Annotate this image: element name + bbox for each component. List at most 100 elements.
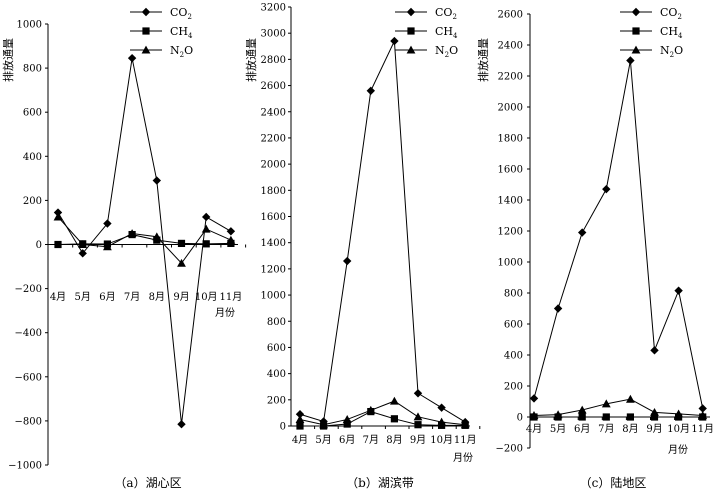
legend-label-base: CO — [170, 6, 187, 19]
y-tick-label: 2400 — [498, 41, 523, 52]
legend-label-subscript: 2 — [180, 51, 184, 59]
data-point-co2 — [650, 346, 659, 355]
y-axis-title: 排放通量 — [476, 38, 490, 82]
data-point-ch4 — [202, 240, 210, 248]
legend-marker — [631, 45, 641, 54]
data-point-n2o — [460, 420, 470, 429]
legend-marker — [142, 27, 150, 35]
x-tick-label: 11月 — [220, 291, 243, 303]
data-point-n2o — [390, 396, 399, 405]
panel-a: −1000−800−600−400−200020040060080010004月… — [1, 6, 247, 490]
x-tick-label: 11月 — [454, 434, 477, 446]
panel-caption: （b）湖滨带 — [346, 475, 414, 490]
x-tick-label: 4月 — [50, 291, 66, 303]
legend-marker — [141, 7, 151, 17]
legend-label: CO2 — [170, 6, 192, 21]
x-tick-label: 5月 — [315, 434, 331, 446]
y-tick-label: 2000 — [498, 103, 523, 114]
x-tick-label: 10月 — [195, 291, 218, 303]
y-tick-label: −400 — [15, 328, 42, 339]
y-tick-label: 1600 — [498, 165, 523, 176]
panel-c: −200 0 200 400 600 800 1000 1200 1400 1600 1800 200… — [476, 6, 714, 490]
legend-label-subscript: 4 — [678, 32, 683, 40]
y-tick-label: 1600 — [261, 212, 286, 223]
x-axis-title: 月份 — [453, 452, 473, 464]
y-tick-label: 200 — [267, 395, 286, 406]
x-tick-label: 8月 — [622, 423, 638, 435]
legend-label-base: N — [170, 44, 180, 57]
legend-label-base: CH — [170, 25, 188, 38]
y-tick-label: 2000 — [261, 160, 286, 171]
data-point-co2 — [674, 286, 683, 295]
data-point-co2 — [578, 228, 587, 237]
data-point-n2o — [674, 409, 683, 418]
y-tick-label: 2600 — [498, 10, 523, 21]
data-point-ch4 — [343, 420, 351, 428]
x-tick-label: 10月 — [430, 434, 453, 446]
legend-label-subscript: 2 — [452, 13, 456, 21]
legend-label: CH4 — [435, 25, 458, 40]
y-tick-label: 1200 — [498, 227, 523, 238]
data-point-co2 — [78, 249, 87, 258]
data-point-n2o — [577, 405, 587, 414]
series-line-n2o — [299, 400, 466, 426]
y-tick-label: 2800 — [261, 55, 286, 66]
x-tick-label: 4月 — [526, 423, 542, 435]
panel-b: 0 200 400 600 800 1000 1200 1400 1600 1800 2000 220… — [244, 3, 481, 490]
legend-label-base: CO — [660, 6, 677, 19]
data-point-co2 — [390, 36, 399, 46]
data-point-co2 — [626, 56, 635, 65]
data-point-n2o — [437, 417, 446, 426]
legend-label: CO2 — [660, 6, 682, 21]
x-tick-label: 6月 — [99, 291, 115, 303]
legend-marker — [631, 7, 641, 17]
y-axis-title: 排放通量 — [1, 38, 15, 82]
x-tick-label: 5月 — [75, 291, 91, 303]
y-tick-label: 1400 — [498, 196, 523, 207]
legend-label: N2O — [170, 44, 193, 59]
data-point-n2o — [53, 212, 63, 221]
y-tick-label: 2200 — [498, 72, 523, 83]
data-point-n2o — [152, 232, 162, 241]
legend-label-subscript: 2 — [677, 13, 681, 21]
data-point-n2o — [177, 258, 186, 267]
legend-label-base: N — [435, 44, 445, 57]
legend-label-base: CH — [435, 25, 453, 38]
data-point-co2 — [529, 394, 539, 403]
legend-label: N2O — [435, 44, 458, 59]
x-tick-label: 9月 — [646, 423, 662, 435]
y-tick-label: 600 — [23, 108, 42, 119]
data-point-co2 — [152, 176, 161, 185]
data-point-ch4 — [177, 239, 186, 247]
legend-label-subscript: 4 — [188, 32, 193, 40]
data-point-n2o — [127, 229, 137, 237]
data-point-n2o — [698, 411, 708, 419]
y-tick-label: 3200 — [261, 3, 286, 14]
data-point-co2 — [602, 184, 611, 194]
data-point-co2 — [295, 410, 305, 419]
x-tick-label: 4月 — [292, 434, 308, 446]
legend-label-base: CO — [435, 6, 452, 19]
series-line-co2 — [533, 60, 704, 409]
data-point-n2o — [601, 399, 611, 408]
y-tick-label: 400 — [23, 152, 42, 163]
series-line-n2o — [57, 216, 232, 265]
y-tick-label: 0 — [36, 240, 42, 251]
x-tick-label: 8月 — [149, 291, 165, 303]
x-tick-label: 8月 — [386, 434, 402, 446]
data-point-ch4 — [54, 240, 62, 249]
data-point-co2 — [177, 420, 186, 429]
data-point-ch4 — [414, 421, 422, 429]
panel-caption: （c）陆地区 — [580, 475, 647, 490]
series-line-co2 — [57, 58, 232, 425]
legend-marker — [406, 7, 416, 17]
data-point-n2o — [342, 415, 352, 423]
y-tick-label: 2400 — [261, 107, 286, 118]
data-point-n2o — [226, 235, 236, 244]
y-tick-label: 600 — [504, 320, 523, 331]
y-tick-label: 1000 — [261, 291, 286, 302]
y-tick-label: 1800 — [498, 134, 523, 145]
data-point-n2o — [529, 411, 539, 419]
y-tick-label: 400 — [504, 351, 523, 362]
legend-label-tail: O — [449, 44, 458, 57]
